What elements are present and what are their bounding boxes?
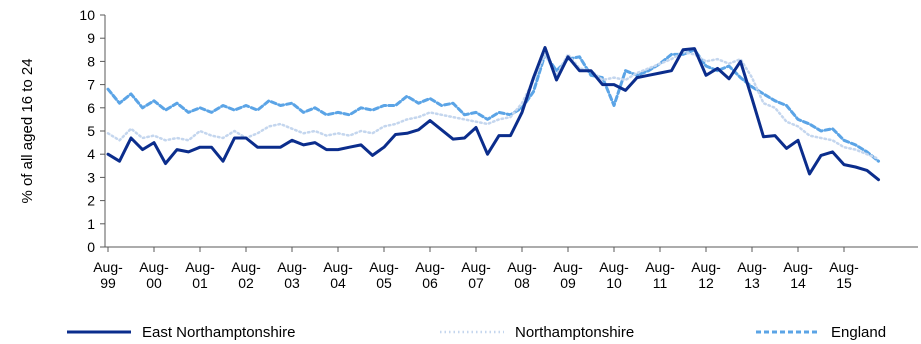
series-layer <box>108 48 879 180</box>
x-tick-label-line2: 13 <box>744 275 760 291</box>
x-tick-label-line2: 01 <box>192 275 208 291</box>
x-tick-label-line1: Aug- <box>369 259 399 275</box>
x-tick-label: Aug-01 <box>185 259 215 291</box>
x-tick-label-line1: Aug- <box>231 259 261 275</box>
x-tick-label: Aug-02 <box>231 259 261 291</box>
x-tick-label-line2: 04 <box>330 275 346 291</box>
x-tick-label: Aug-99 <box>93 259 123 291</box>
y-axis-title: % of all aged 16 to 24 <box>19 58 36 203</box>
x-tick-label-line1: Aug- <box>461 259 491 275</box>
x-tick-label-line2: 00 <box>146 275 162 291</box>
x-tick-label-line1: Aug- <box>645 259 675 275</box>
x-tick-label: Aug-14 <box>783 259 813 291</box>
y-tick-label: 6 <box>87 100 95 116</box>
x-tick-label: Aug-09 <box>553 259 583 291</box>
x-tick-label-line1: Aug- <box>553 259 583 275</box>
legend-label-england: England <box>831 324 886 341</box>
x-tick-label-line2: 08 <box>514 275 530 291</box>
x-tick-label-line1: Aug- <box>93 259 123 275</box>
y-tick-label: 4 <box>87 146 95 162</box>
y-tick-label: 5 <box>87 123 95 139</box>
y-tick-label: 9 <box>87 30 95 46</box>
x-tick-label-line1: Aug- <box>599 259 629 275</box>
x-tick-label: Aug-05 <box>369 259 399 291</box>
x-tick-label: Aug-00 <box>139 259 169 291</box>
legend-label-east-northamptonshire: East Northamptonshire <box>142 324 295 341</box>
x-tick-label: Aug-11 <box>645 259 675 291</box>
x-tick-label-line1: Aug- <box>783 259 813 275</box>
x-tick-label: Aug-03 <box>277 259 307 291</box>
x-tick-label: Aug-13 <box>737 259 767 291</box>
y-tick-label: 10 <box>79 7 95 23</box>
x-tick-label-line1: Aug- <box>139 259 169 275</box>
x-tick-label: Aug-15 <box>829 259 859 291</box>
x-tick-label-line1: Aug- <box>185 259 215 275</box>
legend: East Northamptonshire Northamptonshire Eng… <box>67 324 886 341</box>
x-tick-label: Aug-12 <box>691 259 721 291</box>
x-tick-label-line2: 06 <box>422 275 438 291</box>
x-tick-label-line1: Aug- <box>507 259 537 275</box>
x-tick-label-line2: 10 <box>606 275 622 291</box>
y-tick-label: 7 <box>87 77 95 93</box>
x-tick-label-line1: Aug- <box>737 259 767 275</box>
x-tick-label: Aug-08 <box>507 259 537 291</box>
x-tick-label: Aug-04 <box>323 259 353 291</box>
x-tick-label-line2: 12 <box>698 275 714 291</box>
x-tick-label-line1: Aug- <box>691 259 721 275</box>
x-tick-label-line2: 14 <box>790 275 806 291</box>
y-tick-label: 1 <box>87 216 95 232</box>
x-tick-label-line1: Aug- <box>323 259 353 275</box>
y-tick-label: 8 <box>87 53 95 69</box>
x-tick-label: Aug-07 <box>461 259 491 291</box>
x-tick-label: Aug-06 <box>415 259 445 291</box>
x-axis-ticks: Aug-99Aug-00Aug-01Aug-02Aug-03Aug-04Aug-… <box>93 247 859 291</box>
x-tick-label-line2: 09 <box>560 275 576 291</box>
x-tick-label-line2: 15 <box>836 275 852 291</box>
x-tick-label-line1: Aug- <box>829 259 859 275</box>
y-tick-label: 2 <box>87 193 95 209</box>
x-tick-label-line2: 11 <box>653 275 668 291</box>
x-tick-label-line2: 03 <box>284 275 300 291</box>
x-tick-label-line2: 99 <box>100 275 116 291</box>
y-axis-ticks: 0 1 2 3 4 5 6 7 8 9 10 <box>79 7 105 255</box>
x-tick-label-line2: 07 <box>468 275 484 291</box>
x-tick-label: Aug-10 <box>599 259 629 291</box>
series-line-east-northamptonshire <box>108 48 879 180</box>
x-tick-label-line2: 02 <box>238 275 254 291</box>
x-tick-label-line2: 05 <box>376 275 392 291</box>
y-tick-label: 0 <box>87 239 95 255</box>
x-tick-label-line1: Aug- <box>415 259 445 275</box>
y-tick-label: 3 <box>87 169 95 185</box>
legend-label-northamptonshire: Northamptonshire <box>515 324 634 341</box>
x-tick-label-line1: Aug- <box>277 259 307 275</box>
